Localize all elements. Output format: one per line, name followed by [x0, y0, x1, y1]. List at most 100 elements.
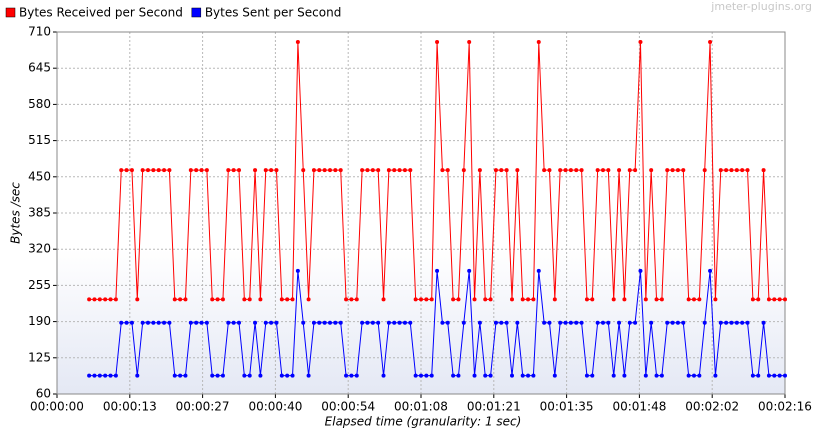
- x-tick-label: 00:00:00: [30, 400, 84, 414]
- data-point: [504, 320, 509, 325]
- data-point: [167, 320, 172, 325]
- data-point: [542, 320, 547, 325]
- data-point: [750, 297, 755, 302]
- data-point: [392, 320, 397, 325]
- data-point: [135, 373, 140, 378]
- data-point: [456, 373, 461, 378]
- data-point: [172, 373, 177, 378]
- data-point: [140, 168, 145, 173]
- data-point: [424, 297, 429, 302]
- data-point: [783, 297, 787, 302]
- data-point: [263, 320, 268, 325]
- data-point: [702, 320, 707, 325]
- watermark: jmeter-plugins.org: [710, 0, 812, 13]
- data-point: [665, 320, 670, 325]
- data-point: [269, 320, 274, 325]
- data-point: [665, 168, 670, 173]
- data-point: [445, 320, 450, 325]
- data-point: [317, 320, 322, 325]
- data-point: [231, 168, 236, 173]
- data-point: [279, 373, 284, 378]
- data-point: [675, 320, 680, 325]
- data-point: [681, 320, 686, 325]
- data-point: [269, 168, 274, 173]
- data-point: [638, 268, 643, 273]
- data-point: [633, 320, 638, 325]
- data-point: [247, 373, 252, 378]
- data-point: [413, 297, 418, 302]
- data-point: [295, 40, 300, 45]
- data-point: [376, 320, 381, 325]
- data-point: [279, 297, 284, 302]
- data-point: [274, 168, 279, 173]
- data-point: [162, 320, 167, 325]
- data-point: [467, 268, 472, 273]
- x-tick-label: 00:01:35: [540, 400, 594, 414]
- data-point: [140, 320, 145, 325]
- data-point: [402, 168, 407, 173]
- data-point: [488, 373, 493, 378]
- data-point: [360, 168, 365, 173]
- data-point: [274, 320, 279, 325]
- data-point: [584, 373, 589, 378]
- data-point: [360, 320, 365, 325]
- data-point: [681, 168, 686, 173]
- data-point: [146, 320, 150, 325]
- data-point: [156, 168, 161, 173]
- data-point: [777, 297, 782, 302]
- x-tick-label: 00:00:27: [176, 400, 230, 414]
- legend-label: Bytes Sent per Second: [205, 6, 342, 20]
- data-point: [146, 168, 150, 173]
- data-point: [558, 320, 563, 325]
- data-point: [552, 297, 557, 302]
- data-point: [461, 168, 466, 173]
- data-point: [178, 297, 183, 302]
- data-point: [285, 373, 290, 378]
- data-point: [568, 320, 573, 325]
- data-point: [440, 320, 445, 325]
- legend-label: Bytes Received per Second: [19, 6, 183, 20]
- data-point: [574, 320, 579, 325]
- data-point: [242, 297, 247, 302]
- data-point: [103, 373, 108, 378]
- data-point: [756, 373, 761, 378]
- x-tick-label: 00:02:16: [758, 400, 812, 414]
- data-point: [649, 168, 654, 173]
- data-point: [408, 320, 413, 325]
- data-point: [381, 373, 386, 378]
- data-point: [237, 320, 241, 325]
- data-point: [376, 168, 381, 173]
- data-point: [622, 373, 627, 378]
- data-point: [675, 168, 680, 173]
- data-point: [295, 268, 300, 273]
- data-point: [247, 297, 252, 302]
- data-point: [253, 320, 258, 325]
- data-point: [718, 320, 723, 325]
- data-point: [328, 168, 332, 173]
- data-point: [772, 297, 777, 302]
- data-point: [761, 320, 766, 325]
- data-point: [654, 373, 659, 378]
- y-axis-title: Bytes /sec: [9, 182, 23, 244]
- data-point: [237, 168, 241, 173]
- data-point: [590, 373, 595, 378]
- data-point: [333, 168, 338, 173]
- data-point: [574, 168, 579, 173]
- data-point: [563, 168, 568, 173]
- x-tick-label: 00:02:02: [685, 400, 739, 414]
- data-point: [686, 373, 691, 378]
- data-point: [424, 373, 429, 378]
- data-point: [659, 373, 664, 378]
- data-point: [745, 168, 750, 173]
- data-point: [162, 168, 167, 173]
- data-point: [617, 320, 622, 325]
- data-point: [686, 297, 691, 302]
- data-point: [215, 297, 220, 302]
- data-point: [242, 373, 247, 378]
- data-point: [172, 297, 177, 302]
- data-point: [611, 297, 616, 302]
- data-point: [226, 320, 231, 325]
- data-point: [445, 168, 450, 173]
- data-point: [579, 168, 584, 173]
